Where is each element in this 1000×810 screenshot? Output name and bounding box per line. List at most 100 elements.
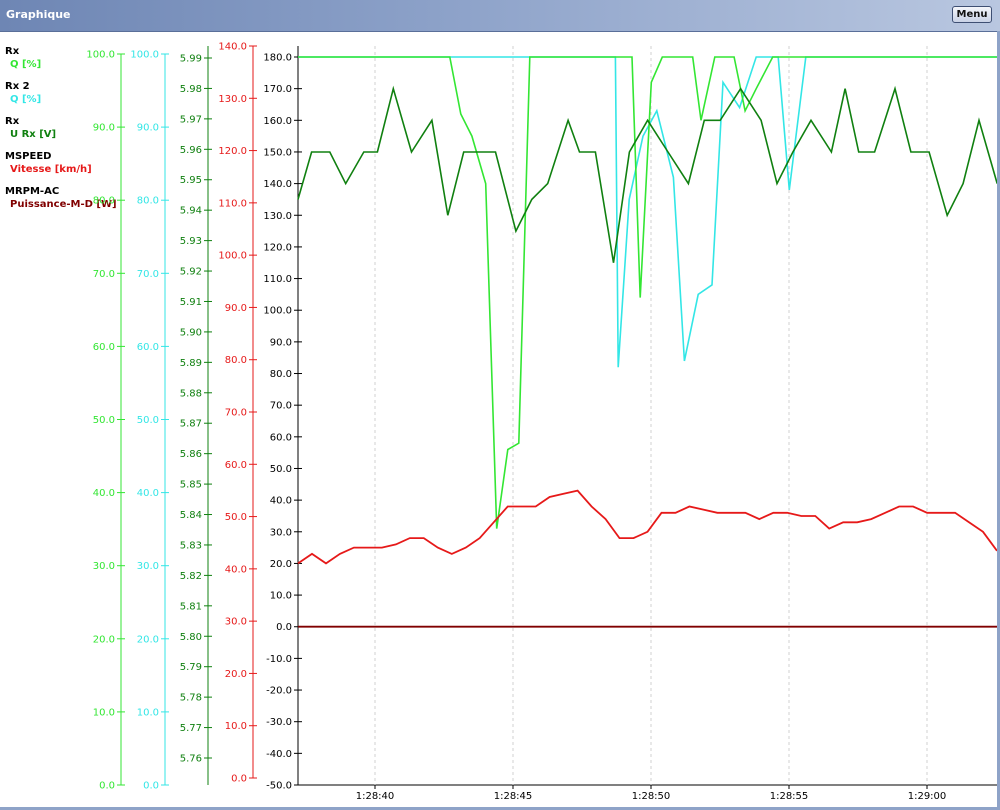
y-tick-label: 80.0 [137, 196, 159, 207]
window-frame-bottom [0, 807, 1000, 810]
y-tick-label: 20.0 [93, 634, 115, 645]
x-tick-label: 1:28:50 [632, 791, 671, 802]
y-tick-label: 60.0 [225, 460, 247, 471]
y-tick-label: 10.0 [137, 707, 159, 718]
series-line-rx2-q [298, 56, 999, 368]
y-tick-label: 5.99 [180, 54, 202, 65]
legend: Rx Q [%] Rx 2 Q [%] Rx U Rx [V] MSPEED Vitesse … [5, 46, 117, 210]
y-tick-label: 70.0 [137, 269, 159, 280]
y-tick-label: 80.0 [225, 355, 247, 366]
y-tick-label: 5.79 [180, 662, 202, 673]
y-tick-label: 5.94 [180, 206, 202, 217]
legend-entry-label: Vitesse [km/h] [10, 164, 92, 175]
series-line-rx-q [298, 56, 999, 529]
y-tick-label: 5.86 [180, 449, 202, 460]
y-tick-label: -10.0 [266, 654, 292, 665]
y-tick-label: 110.0 [263, 274, 292, 285]
y-tick-label: 120.0 [218, 146, 247, 157]
y-tick-label: 5.78 [180, 693, 202, 704]
y-tick-label: 50.0 [137, 415, 159, 426]
y-tick-label: 90.0 [270, 337, 292, 348]
y-tick-label: 5.83 [180, 540, 202, 551]
y-tick-label: 70.0 [270, 401, 292, 412]
legend-group-label: Rx [5, 46, 20, 57]
y-tick-label: 5.92 [180, 267, 202, 278]
y-tick-label: 90.0 [137, 123, 159, 134]
y-tick-label: 5.85 [180, 480, 202, 491]
y-tick-label: 60.0 [93, 342, 115, 353]
y-tick-label: 100.0 [130, 50, 159, 61]
y-tick-label: 80.0 [270, 369, 292, 380]
y-tick-label: 150.0 [263, 147, 292, 158]
y-tick-label: 110.0 [218, 198, 247, 209]
y-tick-label: 100.0 [263, 306, 292, 317]
y-tick-label: 40.0 [137, 488, 159, 499]
window-frame-right [997, 31, 1000, 810]
y-tick-label: 30.0 [137, 561, 159, 572]
y-tick-label: 100.0 [218, 251, 247, 262]
y-tick-label: 30.0 [93, 561, 115, 572]
y-tick-label: 10.0 [270, 591, 292, 602]
legend-entry-label: Q [%] [10, 94, 41, 105]
window-titlebar: Graphique Menu [0, 0, 1000, 32]
y-tick-label: 40.0 [93, 488, 115, 499]
y-tick-label: 70.0 [225, 408, 247, 419]
y-tick-label: 0.0 [231, 774, 247, 785]
y-tick-label: 180.0 [263, 53, 292, 64]
y-tick-label: 60.0 [270, 432, 292, 443]
y-tick-label: 5.81 [180, 601, 202, 612]
legend-group-label: Rx [5, 116, 20, 127]
series-line-vitesse [297, 489, 998, 565]
series-line-u-rx [297, 85, 998, 263]
plot-area: 1:28:40 1:28:45 1:28:50 1:28:55 1:29:00 [297, 46, 999, 802]
y-tick-label: 80.0 [93, 196, 115, 207]
y-tick-label: 0.0 [143, 781, 159, 792]
y-tick-label: 20.0 [137, 634, 159, 645]
legend-entry-label: Puissance-M-D [W] [10, 199, 117, 210]
y-tick-label: 5.80 [180, 632, 202, 643]
y-tick-label: 10.0 [225, 721, 247, 732]
y-tick-label: 120.0 [263, 242, 292, 253]
menu-button[interactable]: Menu [952, 6, 992, 23]
y-tick-label: 0.0 [276, 622, 292, 633]
legend-group-label: Rx 2 [5, 81, 30, 92]
x-tick-label: 1:29:00 [908, 791, 947, 802]
y-tick-label: 170.0 [263, 84, 292, 95]
y-tick-label: -20.0 [266, 686, 292, 697]
y-tick-label: 5.97 [180, 114, 202, 125]
y-tick-label: 40.0 [225, 564, 247, 575]
y-tick-label: 0.0 [99, 781, 115, 792]
y-tick-label: 20.0 [270, 559, 292, 570]
legend-group-label: MRPM-AC [5, 186, 59, 197]
y-tick-label: -50.0 [266, 781, 292, 792]
y-tick-label: 5.84 [180, 510, 202, 521]
y-tick-label: 5.96 [180, 145, 202, 156]
y-tick-label: 30.0 [225, 617, 247, 628]
y-tick-label: 90.0 [93, 123, 115, 134]
y-tick-label: 20.0 [225, 669, 247, 680]
y-tick-label: -40.0 [266, 749, 292, 760]
legend-group-label: MSPEED [5, 151, 51, 162]
y-tick-label: 130.0 [218, 94, 247, 105]
y-tick-label: 5.76 [180, 754, 202, 765]
y-tick-label: 70.0 [93, 269, 115, 280]
y-tick-label: 10.0 [93, 707, 115, 718]
y-tick-label: 5.98 [180, 84, 202, 95]
y-tick-label: 90.0 [225, 303, 247, 314]
y-tick-label: 5.93 [180, 236, 202, 247]
y-tick-label: 60.0 [137, 342, 159, 353]
x-tick-label: 1:28:45 [494, 791, 533, 802]
legend-entry-label: Q [%] [10, 59, 41, 70]
y-tick-label: 140.0 [218, 42, 247, 53]
y-tick-label: 5.90 [180, 327, 202, 338]
y-axes: 0.0 10.0 20.0 30.0 40.0 50.0 60.0 70.0 80.0 90.0 1… [86, 42, 302, 792]
y-tick-label: 5.88 [180, 388, 202, 399]
y-tick-label: 100.0 [86, 50, 115, 61]
window-title: Graphique [6, 8, 71, 21]
y-tick-label: 50.0 [93, 415, 115, 426]
y-tick-label: 5.95 [180, 175, 202, 186]
y-tick-label: 140.0 [263, 179, 292, 190]
y-tick-label: 30.0 [270, 527, 292, 538]
y-tick-label: 40.0 [270, 496, 292, 507]
